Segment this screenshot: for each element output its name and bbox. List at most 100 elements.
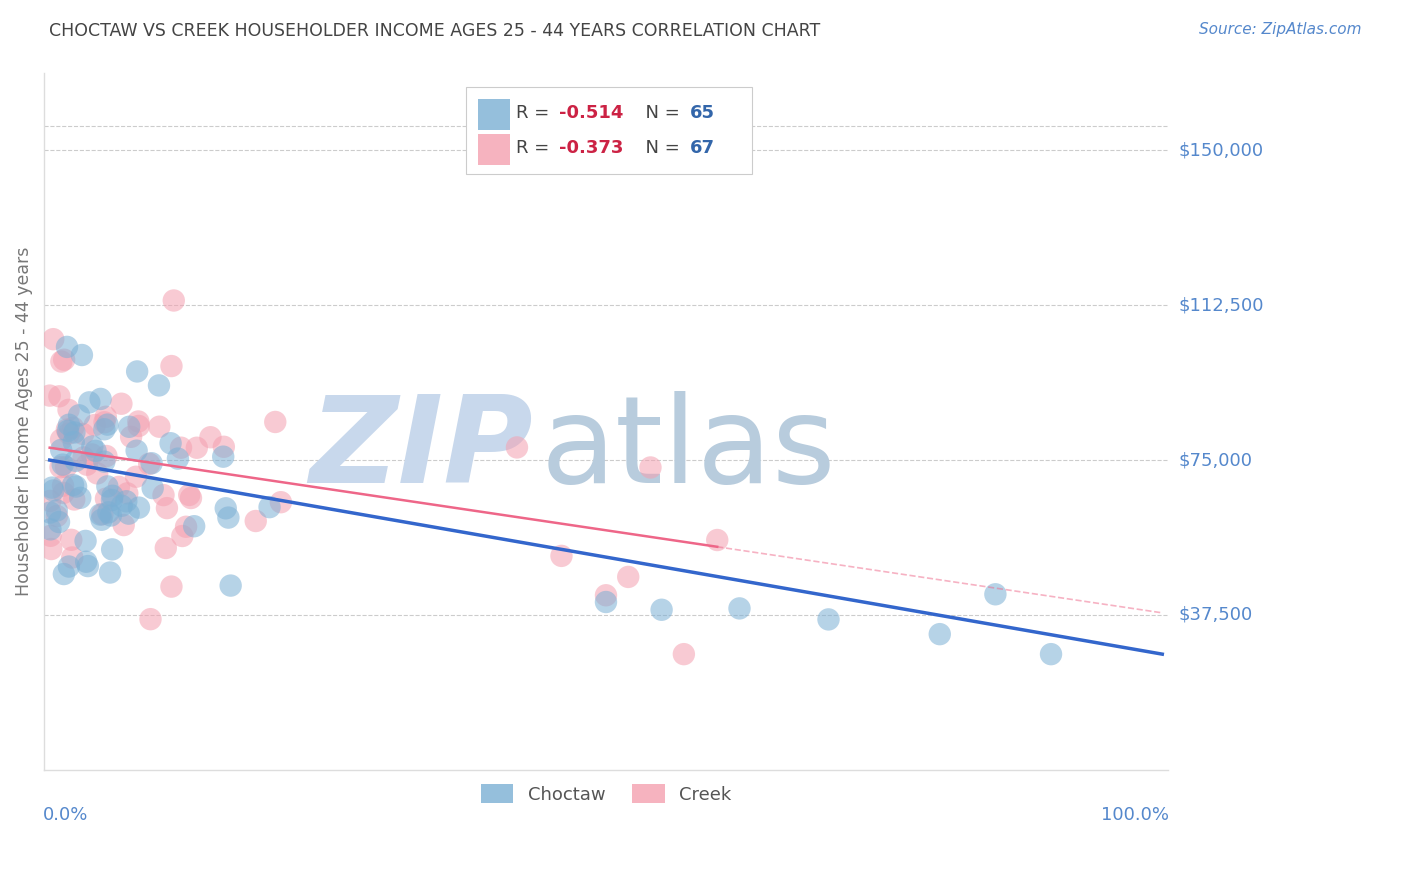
- Point: [90, 513, 112, 527]
- Point: [142, 481, 165, 495]
- Point: [640, 460, 662, 475]
- Point: [90, 392, 112, 406]
- Point: [83, 417, 105, 432]
- Point: [63, 492, 86, 507]
- Point: [48, 389, 70, 403]
- Point: [160, 359, 183, 373]
- Point: [53, 352, 76, 367]
- Text: N =: N =: [634, 104, 686, 122]
- Text: $37,500: $37,500: [1180, 606, 1253, 624]
- Point: [96, 479, 118, 493]
- Point: [595, 595, 617, 609]
- Point: [125, 443, 148, 458]
- Point: [91, 508, 114, 522]
- Point: [550, 549, 572, 563]
- Point: [174, 520, 197, 534]
- Text: $112,500: $112,500: [1180, 296, 1264, 314]
- Point: [125, 469, 148, 483]
- Point: [49, 460, 72, 475]
- Point: [51, 354, 73, 368]
- Point: [152, 488, 174, 502]
- Point: [52, 486, 75, 500]
- Point: [58, 417, 80, 432]
- Point: [72, 427, 94, 442]
- Point: [183, 519, 205, 533]
- Point: [76, 559, 98, 574]
- Point: [259, 500, 281, 515]
- Point: [39, 506, 62, 520]
- Point: [42, 483, 65, 498]
- FancyBboxPatch shape: [465, 87, 752, 174]
- Point: [70, 348, 93, 362]
- Point: [56, 423, 79, 437]
- Point: [39, 542, 62, 557]
- Point: [100, 508, 122, 523]
- Point: [58, 559, 80, 574]
- Point: [163, 293, 186, 308]
- Point: [39, 522, 62, 536]
- Legend: Choctaw, Creek: Choctaw, Creek: [474, 777, 738, 811]
- Point: [817, 612, 839, 626]
- Point: [58, 426, 80, 441]
- Text: ZIP: ZIP: [309, 391, 533, 508]
- Point: [52, 479, 75, 493]
- Point: [76, 458, 98, 472]
- Point: [219, 578, 242, 592]
- Point: [108, 480, 131, 494]
- Point: [984, 587, 1007, 601]
- Point: [60, 550, 83, 565]
- Point: [215, 501, 238, 516]
- Text: N =: N =: [634, 139, 686, 157]
- Point: [110, 397, 132, 411]
- Point: [127, 415, 149, 429]
- Point: [93, 455, 115, 469]
- Point: [672, 647, 695, 661]
- Point: [82, 440, 104, 454]
- Point: [159, 436, 181, 450]
- Point: [60, 533, 83, 547]
- Point: [728, 601, 751, 615]
- Point: [65, 479, 87, 493]
- Text: 67: 67: [690, 139, 716, 157]
- Point: [155, 541, 177, 555]
- Point: [212, 450, 235, 464]
- Text: $75,000: $75,000: [1180, 451, 1253, 469]
- Point: [212, 440, 235, 454]
- Point: [928, 627, 950, 641]
- Point: [94, 409, 117, 424]
- Point: [49, 433, 72, 447]
- Point: [706, 533, 728, 547]
- Point: [48, 515, 70, 529]
- Point: [84, 443, 107, 458]
- Point: [45, 509, 67, 524]
- Point: [101, 489, 124, 503]
- Point: [93, 415, 115, 429]
- Point: [75, 533, 97, 548]
- Point: [270, 495, 292, 509]
- Point: [41, 481, 63, 495]
- Point: [120, 430, 142, 444]
- Point: [179, 488, 201, 502]
- Point: [128, 500, 150, 515]
- Point: [94, 491, 117, 506]
- Text: 0.0%: 0.0%: [44, 806, 89, 824]
- Point: [65, 454, 87, 468]
- Point: [651, 603, 673, 617]
- Point: [141, 456, 163, 470]
- Point: [67, 409, 90, 423]
- Point: [111, 499, 134, 513]
- Text: $150,000: $150,000: [1180, 142, 1264, 160]
- Point: [170, 441, 193, 455]
- Point: [101, 493, 124, 508]
- Point: [51, 442, 73, 457]
- Point: [93, 422, 115, 436]
- Point: [55, 460, 77, 475]
- Point: [97, 505, 120, 519]
- Point: [160, 580, 183, 594]
- Point: [245, 514, 267, 528]
- Point: [506, 441, 529, 455]
- Text: -0.514: -0.514: [558, 104, 623, 122]
- Point: [200, 430, 222, 444]
- Point: [148, 419, 170, 434]
- Point: [45, 503, 67, 517]
